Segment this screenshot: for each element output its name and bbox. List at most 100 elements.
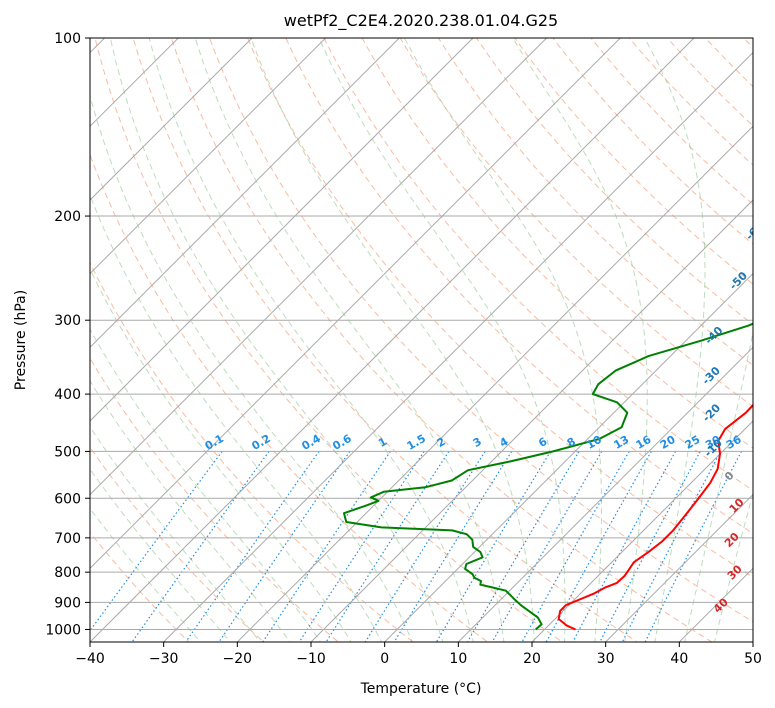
dry-adiabat-line (590, 38, 753, 206)
dry-adiabat-line (399, 38, 753, 408)
mixing-ratio-label: 1.5 (405, 432, 428, 453)
isotherm-line (90, 38, 327, 275)
moist-adiabat-line (109, 38, 444, 642)
mixing-ratio-label: 0.2 (250, 432, 273, 453)
isotherm-line (90, 38, 548, 496)
moist-adiabat-line (90, 468, 231, 642)
dewpoint-profile-line (343, 322, 753, 631)
moist-adiabat-line (403, 38, 602, 642)
dry-adiabat-line (170, 38, 713, 642)
x-tick-label: −10 (296, 651, 326, 667)
chart-title: wetPf2_C2E4.2020.238.01.04.G25 (284, 11, 558, 31)
mixing-ratio-line (90, 451, 223, 632)
dry-adiabat-label: 0 (722, 469, 737, 484)
mixing-ratio-line (185, 451, 320, 642)
isotherm-line (90, 38, 180, 128)
dry-adiabat-line (208, 38, 753, 623)
dry-adiabat-label: -50 (727, 269, 750, 292)
dry-adiabat-line (628, 38, 753, 166)
y-tick-label: 800 (54, 565, 81, 581)
mixing-ratio-line (521, 451, 630, 642)
isotherm-line (90, 38, 253, 201)
dry-adiabat-line (323, 38, 753, 492)
y-tick-label: 1000 (45, 622, 81, 638)
mixing-ratio-line (218, 451, 351, 642)
mixing-ratio-label: 4 (497, 435, 510, 450)
y-tick-label: 600 (54, 491, 81, 507)
mixing-ratio-line (298, 451, 425, 642)
mixing-ratio-line (545, 451, 652, 642)
mixing-ratio-line (364, 451, 486, 642)
dry-adiabat-label: -80 (770, 132, 775, 155)
x-tick-label: 50 (744, 651, 762, 667)
x-tick-label: −40 (75, 651, 105, 667)
mixing-ratio-line (325, 451, 450, 642)
y-tick-label: 700 (54, 531, 81, 547)
profile-lines (343, 322, 753, 631)
y-tick-label: 900 (54, 595, 81, 611)
mixing-ratio-label: 0.6 (330, 432, 354, 453)
grid-lines (0, 11, 753, 654)
x-tick-label: 20 (523, 651, 541, 667)
mixing-ratio-line (131, 451, 270, 642)
dry-adiabat-line (90, 357, 340, 642)
moist-adiabat-line (194, 38, 505, 642)
isotherm-line (90, 38, 622, 570)
mixing-ratio-line (491, 451, 603, 642)
isotherm-line (90, 38, 474, 422)
dry-adiabat-line (132, 38, 638, 642)
x-tick-label: 40 (670, 651, 688, 667)
mixing-ratio-label: 13 (612, 433, 632, 452)
dry-adiabat-line (247, 38, 753, 578)
x-tick-label: −20 (223, 651, 253, 667)
dry-adiabat-label: -20 (700, 401, 723, 424)
mixing-ratio-label: 0.4 (300, 432, 324, 453)
mixing-ratio-line (644, 451, 743, 642)
isotherm-line (90, 38, 695, 642)
mixing-ratio-label: 10 (584, 433, 604, 452)
moist-adiabat-line (250, 38, 535, 642)
dry-adiabat-label: -40 (702, 324, 725, 347)
moist-adiabat-line (318, 38, 566, 642)
x-tick-label: 0 (380, 651, 389, 667)
dry-adiabat-line (755, 11, 775, 654)
moist-adiabat-line (713, 491, 753, 642)
dry-adiabat-label: -60 (743, 220, 766, 243)
x-tick-label: 10 (449, 651, 467, 667)
y-axis-label: Pressure (hPa) (13, 290, 29, 390)
dry-adiabat-line (514, 38, 753, 285)
dry-adiabat-line (90, 531, 190, 642)
temperature-profile-line (557, 403, 753, 631)
mixing-ratio-line (435, 451, 552, 642)
moist-adiabat-line (148, 38, 474, 642)
moist-adiabat-line (90, 379, 291, 642)
dry-adiabat-label: 40 (711, 595, 731, 615)
background-lines (90, 11, 775, 654)
y-tick-label: 400 (54, 387, 81, 403)
plot-frame (89, 37, 754, 643)
y-tick-label: 200 (54, 209, 81, 225)
mixing-ratio-label: 3 (471, 435, 484, 450)
moist-adiabat-line (90, 93, 413, 642)
isotherm-line (162, 51, 753, 642)
dry-adiabat-line (361, 38, 753, 449)
mixing-ratio-label: 1 (376, 435, 389, 450)
y-tick-label: 100 (54, 31, 81, 47)
moist-adiabat-line (684, 329, 753, 642)
isotherm-line (383, 272, 753, 642)
dry-adiabat-label: -70 (755, 172, 775, 195)
dry-adiabat-line (285, 38, 753, 535)
y-tick-label: 300 (54, 313, 81, 329)
moist-adiabat-line (644, 38, 706, 642)
dry-adiabat-line (90, 446, 265, 642)
x-axis-label: Temperature (°C) (360, 681, 482, 697)
axes: −40 −30 −20 −10 0 10 20 30 40 5010020030040050060… (45, 31, 762, 667)
moist-adiabat-line (90, 267, 352, 642)
isotherm-line (531, 420, 753, 642)
moist-adiabat-line (90, 194, 383, 642)
mixing-ratio-label: 0.1 (203, 432, 226, 453)
isotherm-line (0, 11, 58, 654)
dry-adiabat-line (437, 38, 753, 366)
